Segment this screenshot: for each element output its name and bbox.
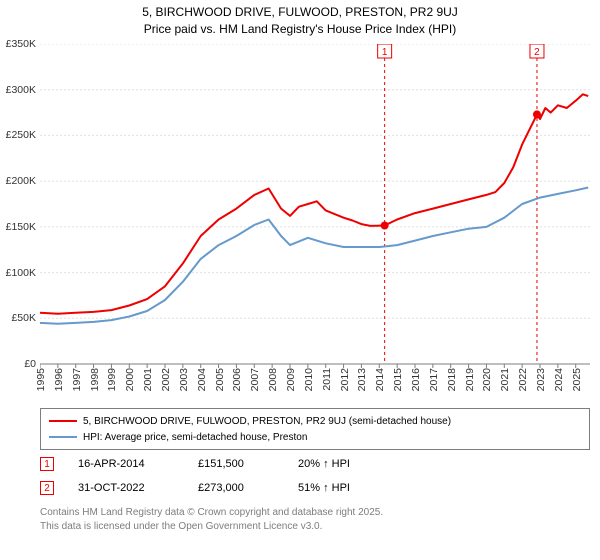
sale-diff: 51% ↑ HPI [298, 482, 398, 494]
sale-date: 31-OCT-2022 [78, 482, 198, 494]
x-tick-label: 2009 [283, 368, 297, 391]
y-tick-label: £350K [6, 38, 40, 50]
x-tick-label: 2000 [122, 368, 136, 391]
sale-diff: 20% ↑ HPI [298, 458, 398, 470]
y-tick-label: £50K [11, 312, 40, 324]
sales-table: 1 16-APR-2014£151,50020% ↑ HPI 2 31-OCT-202… [40, 452, 590, 500]
legend-row: 5, BIRCHWOOD DRIVE, FULWOOD, PRESTON, PR… [49, 413, 581, 429]
legend-label: 5, BIRCHWOOD DRIVE, FULWOOD, PRESTON, PR… [83, 416, 451, 427]
sale-row: 2 31-OCT-2022£273,00051% ↑ HPI [40, 476, 590, 500]
sale-price: £151,500 [198, 458, 298, 470]
x-tick-label: 2012 [337, 368, 351, 391]
x-tick-label: 2005 [212, 368, 226, 391]
x-tick-label: 2003 [176, 368, 190, 391]
x-tick-label: 2020 [479, 368, 493, 391]
x-tick-label: 2015 [390, 368, 404, 391]
chart-svg: 12 [40, 44, 590, 399]
x-tick-label: 1997 [69, 368, 83, 391]
x-tick-label: 1998 [87, 368, 101, 391]
x-tick-label: 2010 [301, 368, 315, 391]
sale-date: 16-APR-2014 [78, 458, 198, 470]
x-tick-label: 2013 [354, 368, 368, 391]
svg-text:2: 2 [534, 47, 540, 58]
chart-title: 5, BIRCHWOOD DRIVE, FULWOOD, PRESTON, PR… [0, 0, 600, 38]
x-tick-label: 2001 [140, 368, 154, 391]
sale-row: 1 16-APR-2014£151,50020% ↑ HPI [40, 452, 590, 476]
x-tick-label: 2016 [408, 368, 422, 391]
title-line-1: 5, BIRCHWOOD DRIVE, FULWOOD, PRESTON, PR… [0, 4, 600, 21]
footer-attribution: Contains HM Land Registry data © Crown c… [40, 506, 590, 534]
legend-label: HPI: Average price, semi-detached house,… [83, 432, 307, 443]
y-tick-label: £200K [6, 175, 40, 187]
footer-line-2: This data is licensed under the Open Gov… [40, 520, 590, 534]
x-tick-label: 2019 [462, 368, 476, 391]
x-tick-label: 2008 [265, 368, 279, 391]
x-tick-label: 2022 [515, 368, 529, 391]
x-tick-label: 1995 [33, 368, 47, 391]
y-tick-label: £150K [6, 221, 40, 233]
legend: 5, BIRCHWOOD DRIVE, FULWOOD, PRESTON, PR… [40, 408, 590, 450]
x-tick-label: 1996 [51, 368, 65, 391]
x-tick-label: 2017 [426, 368, 440, 391]
x-tick-label: 2024 [551, 368, 565, 391]
footer-line-1: Contains HM Land Registry data © Crown c… [40, 506, 590, 520]
x-tick-label: 2014 [372, 368, 386, 391]
sale-marker: 2 [40, 481, 54, 495]
x-tick-label: 2007 [247, 368, 261, 391]
x-tick-label: 2023 [533, 368, 547, 391]
legend-row: HPI: Average price, semi-detached house,… [49, 429, 581, 445]
chart-area: 12 £0£50K£100K£150K£200K£250K£300K£350K1… [40, 44, 590, 399]
x-tick-label: 2025 [569, 368, 583, 391]
y-tick-label: £100K [6, 267, 40, 279]
sale-price: £273,000 [198, 482, 298, 494]
x-tick-label: 2004 [194, 368, 208, 391]
y-tick-label: £300K [6, 84, 40, 96]
legend-swatch [49, 420, 77, 422]
x-tick-label: 2006 [229, 368, 243, 391]
x-tick-label: 2018 [444, 368, 458, 391]
sale-marker: 1 [40, 457, 54, 471]
svg-text:1: 1 [382, 47, 388, 58]
y-tick-label: £250K [6, 129, 40, 141]
title-line-2: Price paid vs. HM Land Registry's House … [0, 21, 600, 38]
x-tick-label: 2002 [158, 368, 172, 391]
legend-swatch [49, 436, 77, 438]
x-tick-label: 2021 [497, 368, 511, 391]
x-tick-label: 2011 [319, 368, 333, 391]
x-tick-label: 1999 [104, 368, 118, 391]
